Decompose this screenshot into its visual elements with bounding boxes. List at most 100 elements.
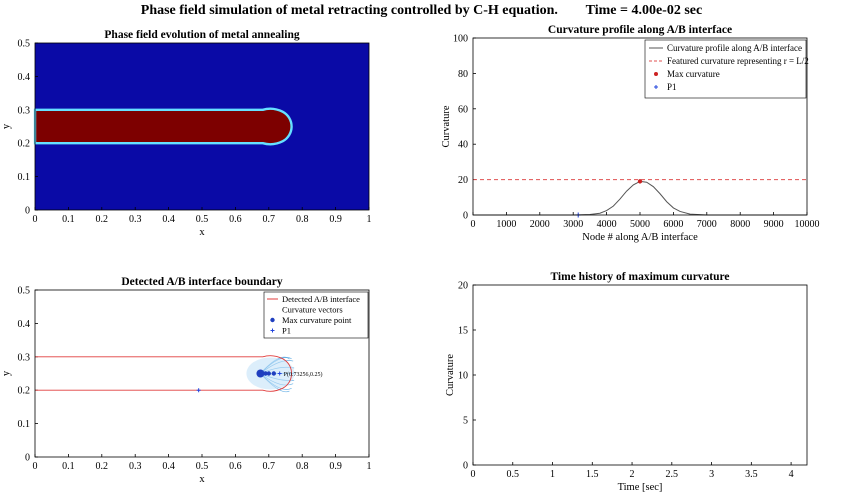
legend-entry: P1 <box>667 82 677 92</box>
x-tick-label: 0.3 <box>129 461 142 472</box>
x-tick-label: 1.5 <box>586 469 599 480</box>
plot-title: Detected A/B interface boundary <box>121 276 283 288</box>
x-tick-label: 0.7 <box>263 214 276 225</box>
plot-title: Phase field evolution of metal annealing <box>104 29 299 41</box>
legend-entry: Max curvature point <box>282 315 352 325</box>
x-tick-label: 0.1 <box>62 214 75 225</box>
y-axis-label: Curvature <box>445 354 456 396</box>
plot-frame <box>34 289 370 458</box>
phase-field-heatmap-axes: Phase field evolution of metal annealing… <box>1 29 372 238</box>
x-tick-label: 1 <box>367 214 372 225</box>
plot-title: Curvature profile along A/B interface <box>548 24 732 36</box>
p1-marker <box>196 388 201 393</box>
x-tick-label: 2.5 <box>666 469 679 480</box>
y-tick-label: 0.2 <box>18 386 31 397</box>
y-tick-label: 20 <box>458 175 468 186</box>
x-tick-label: 0.4 <box>162 461 175 472</box>
x-tick-label: 0.8 <box>296 214 309 225</box>
x-tick-label: 0.5 <box>196 214 209 225</box>
x-tick-label: 0.2 <box>96 461 109 472</box>
legend-swatch-dot <box>270 317 275 323</box>
legend-swatch-dot <box>654 72 658 76</box>
x-tick-label: 7000 <box>697 219 717 230</box>
y-tick-label: 0.5 <box>18 39 31 50</box>
legend-entry: Detected A/B interface <box>282 294 360 304</box>
curvature-history-axes: Time history of maximum curvature 0 0.5 1 1.… <box>445 271 808 493</box>
y-tick-label: 0 <box>25 453 30 464</box>
interface-boundary-axes: Detected A/B interface boundary 0 0.1 0.2 0.… <box>1 276 372 485</box>
x-tick-label: 0 <box>471 469 476 480</box>
y-tick-label: 10 <box>458 371 468 382</box>
x-tick-label: 0.5 <box>507 469 520 480</box>
x-tick-label: 8000 <box>730 219 750 230</box>
annotation-marker <box>277 371 282 376</box>
y-tick-label: 0 <box>463 461 468 472</box>
x-axis-label: x <box>199 474 205 485</box>
x-tick-label: 3 <box>709 469 714 480</box>
curvature-center-dot <box>266 371 271 376</box>
y-tick-label: 60 <box>458 104 468 115</box>
curvature-center-dot <box>271 371 277 376</box>
x-tick-label: 0.1 <box>62 461 75 472</box>
x-tick-label: 3000 <box>563 219 583 230</box>
x-tick-label: 0 <box>33 214 38 225</box>
x-tick-label: 5000 <box>630 219 650 230</box>
x-tick-label: 2 <box>630 469 635 480</box>
x-tick-label: 10000 <box>795 219 820 230</box>
x-tick-label: 0.9 <box>329 461 342 472</box>
legend-swatch-plus <box>270 328 275 333</box>
plot-frame <box>34 42 370 211</box>
x-tick-label: 1 <box>550 469 555 480</box>
legend-entry: Curvature vectors <box>282 305 343 315</box>
y-tick-label: 0.5 <box>18 286 31 297</box>
plot-frame <box>472 284 808 466</box>
x-tick-label: 0.5 <box>196 461 209 472</box>
x-tick-label: 0.8 <box>296 461 309 472</box>
y-tick-label: 0.1 <box>18 419 31 430</box>
y-tick-label: 100 <box>453 34 468 45</box>
x-tick-label: 0 <box>471 219 476 230</box>
legend-box <box>263 291 369 339</box>
y-tick-label: 5 <box>463 416 468 427</box>
legend-entry: P1 <box>282 326 291 336</box>
x-tick-label: 4000 <box>597 219 617 230</box>
y-tick-label: 0.1 <box>18 172 31 183</box>
legend-entry: Curvature profile along A/B interface <box>667 43 802 53</box>
y-tick-label: 0 <box>25 206 30 217</box>
legend-swatch-plus <box>654 85 658 89</box>
x-tick-label: 9000 <box>764 219 784 230</box>
y-tick-label: 40 <box>458 140 468 151</box>
max-curvature-marker <box>637 179 643 184</box>
y-tick-label: 0.3 <box>18 352 31 363</box>
y-tick-label: 0 <box>463 211 468 222</box>
x-tick-label: 1000 <box>496 219 516 230</box>
legend-entry: Max curvature <box>667 69 720 79</box>
x-tick-label: 1 <box>367 461 372 472</box>
annotation-label: P(0.73256,0.25) <box>284 371 323 378</box>
max-curvature-point <box>256 369 265 378</box>
legend-entry: Featured curvature representing r = L/2 <box>667 56 809 66</box>
detected-interface-line <box>35 355 292 392</box>
x-tick-label: 0.6 <box>229 461 242 472</box>
x-tick-label: 2000 <box>530 219 550 230</box>
x-tick-label: 4 <box>789 469 794 480</box>
y-tick-label: 0.2 <box>18 139 31 150</box>
curvature-center-dot <box>263 371 268 376</box>
y-axis-label: y <box>1 370 12 376</box>
legend-box <box>644 39 807 99</box>
metal-region <box>33 107 293 146</box>
y-tick-label: 15 <box>458 326 468 337</box>
y-tick-label: 0.4 <box>18 319 31 330</box>
x-tick-label: 0.7 <box>263 461 276 472</box>
x-axis-label: Time [sec] <box>618 482 663 493</box>
x-tick-label: 0.3 <box>129 214 142 225</box>
x-axis-label: Node # along A/B interface <box>582 232 698 243</box>
y-tick-label: 0.4 <box>18 72 31 83</box>
y-axis-label: y <box>1 123 12 129</box>
y-tick-label: 20 <box>458 281 468 292</box>
curvature-profile-line <box>473 180 807 216</box>
plot-title: Time history of maximum curvature <box>550 271 729 283</box>
figure-title: Phase field simulation of metal retracti… <box>140 3 703 18</box>
x-tick-label: 3.5 <box>745 469 758 480</box>
